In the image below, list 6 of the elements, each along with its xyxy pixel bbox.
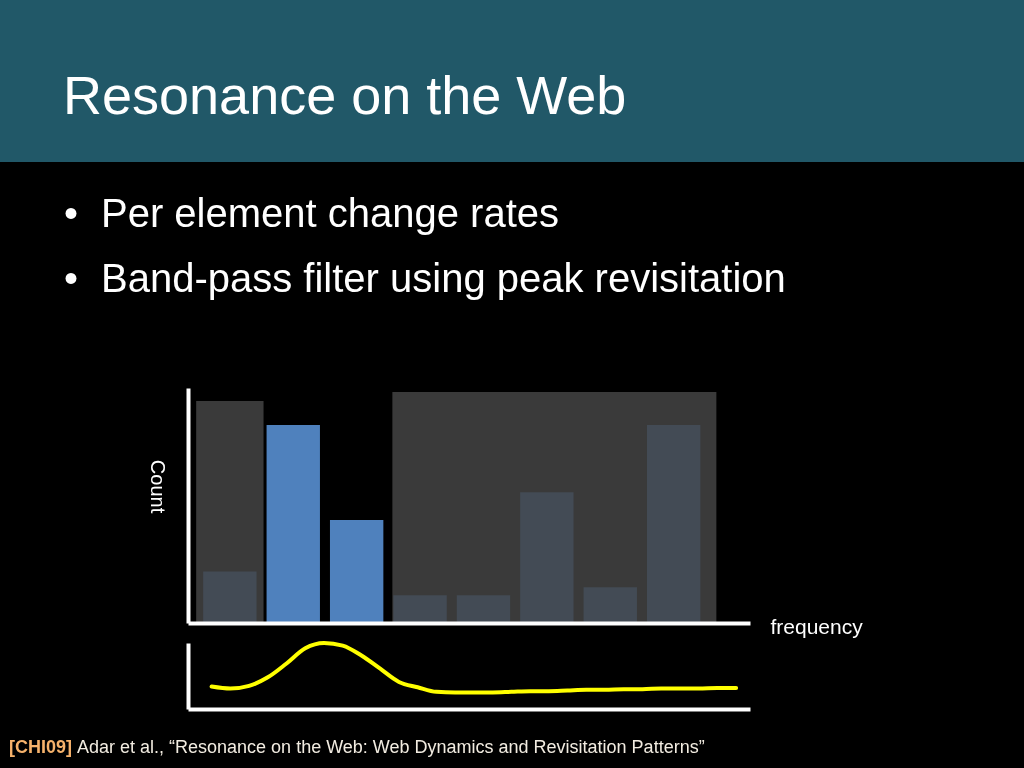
text: • Band-pass filter using peak revisitation xyxy=(64,256,786,300)
text: [CHI09] Adar et al., “Resonance on the Web: Web Dynamics and Revisitation Patterns” xyxy=(8,737,705,757)
x-axis-title: frequency xyxy=(770,614,864,638)
y-axis-title: Count xyxy=(146,459,169,514)
text: • Per element change rates xyxy=(64,191,560,235)
chart-title: Resonance on the Web xyxy=(63,65,627,125)
